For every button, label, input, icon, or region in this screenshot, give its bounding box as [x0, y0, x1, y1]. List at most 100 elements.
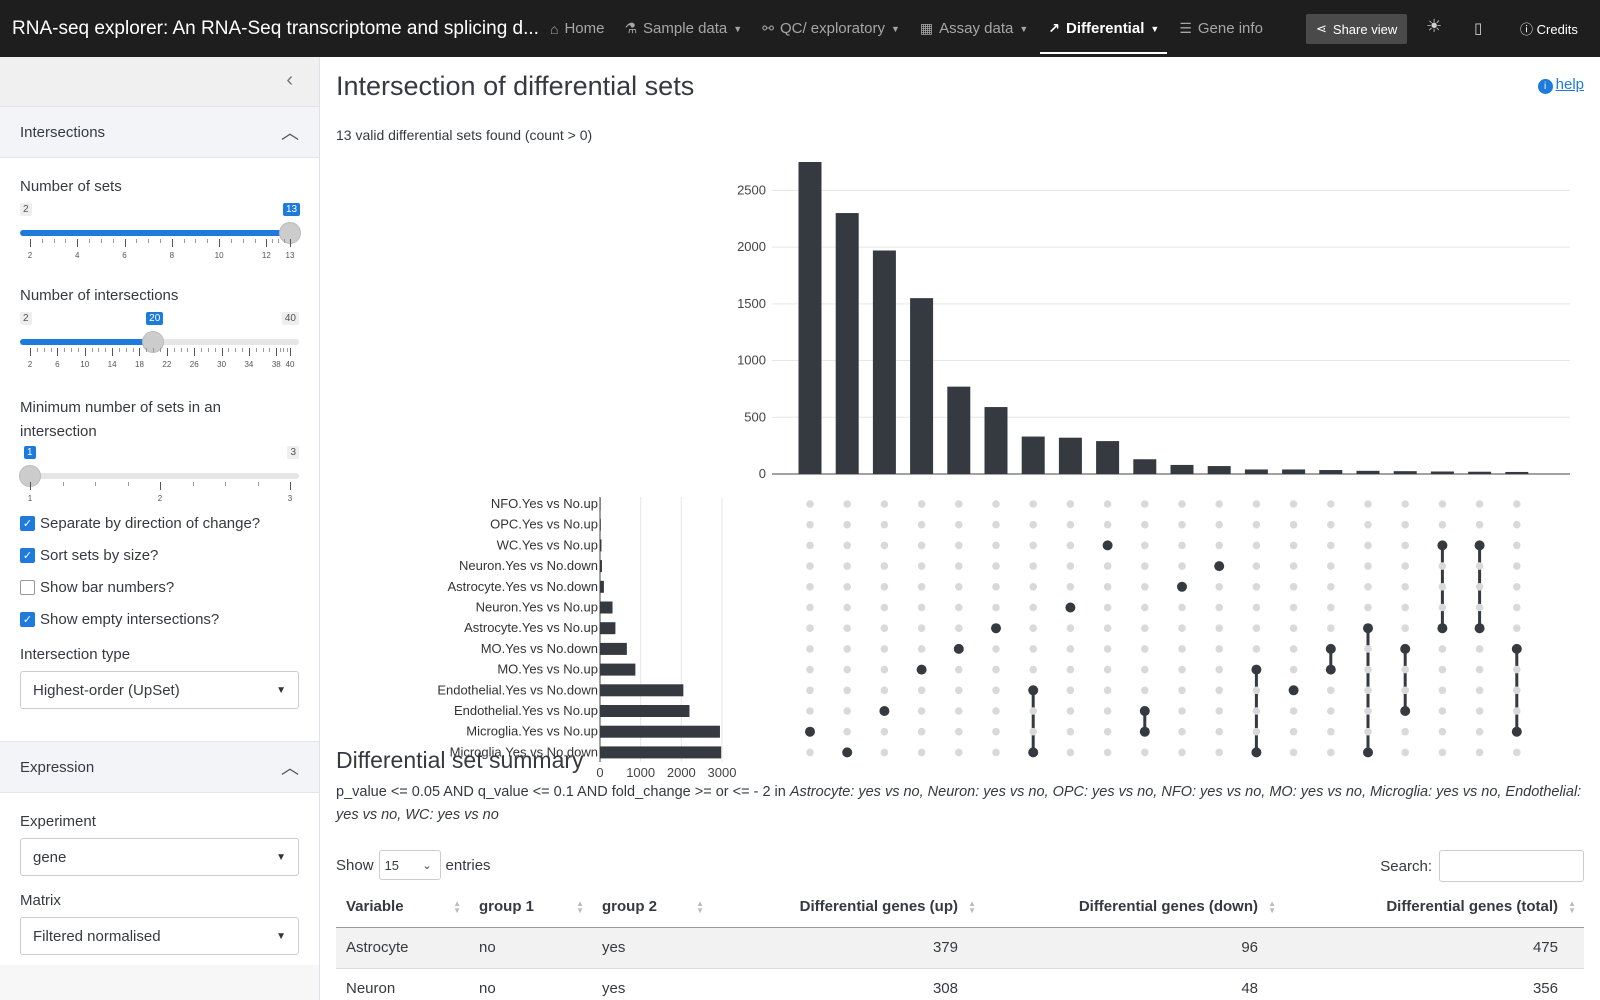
caret-down-icon: ▼ [276, 684, 286, 696]
nav-differential[interactable]: ↗ Differential ▼ [1038, 0, 1169, 57]
matrix-dot [955, 624, 963, 632]
slider-minor-tick [125, 348, 127, 352]
matrix-dot [1475, 520, 1484, 529]
experiment-select[interactable]: gene ▼ [20, 838, 299, 876]
matrix-dot [1029, 624, 1037, 632]
matrix-dot-active [1437, 540, 1448, 551]
slider-handle[interactable] [142, 331, 165, 353]
matrix-dot [1438, 707, 1447, 715]
sort-icon: ▲ ▼ [1268, 899, 1276, 915]
column-header-genes-up[interactable]: Differential genes (up) ▲ ▼ [712, 887, 984, 928]
share-view-button[interactable]: ⋖ Share view [1306, 14, 1408, 44]
matrix-dot [1364, 541, 1372, 550]
set-label: Endothelial.Yes vs No.down [437, 682, 598, 697]
intersection-bar [1244, 469, 1268, 474]
column-header-group-1[interactable]: group 1 ▲ ▼ [469, 887, 592, 928]
slider-minor-tick [53, 239, 55, 243]
matrix-dot [955, 603, 963, 612]
number-of-intersections-slider[interactable]: 2 40 20 2 6 10 14 18 22 26 30 34 38 40 [20, 304, 299, 386]
cell-group-1: no [469, 968, 592, 1000]
search-input[interactable] [1439, 850, 1584, 882]
help-link[interactable]: i help [1537, 76, 1584, 94]
slider-minor-tick [228, 348, 230, 352]
matrix-dot [1066, 727, 1075, 736]
slider-minor-tick [235, 348, 237, 352]
checkbox-box[interactable] [20, 579, 35, 595]
slider-tick-label: 3 [287, 494, 293, 503]
nav-home[interactable]: ⌂ Home [550, 20, 605, 37]
slider-minor-tick [105, 348, 107, 352]
matrix-select[interactable]: Filtered normalised ▼ [20, 917, 299, 955]
matrix-dot [1289, 583, 1298, 591]
entries-select[interactable]: 15 ⌄ [378, 850, 441, 880]
checkbox-box[interactable]: ✓ [20, 611, 35, 627]
column-header-genes-total[interactable]: Differential genes (total) ▲ ▼ [1284, 887, 1584, 928]
matrix-dot [843, 727, 851, 736]
slider-minor-tick [286, 348, 288, 352]
column-header-group-2[interactable]: group 2 ▲ ▼ [592, 887, 712, 928]
collapse-sidebar-chevron-left-icon[interactable]: ‹ [286, 69, 293, 91]
theme-toggle-sun-icon[interactable]: ☀ [1426, 16, 1443, 36]
matrix-dot [1401, 500, 1409, 508]
expression-section-header[interactable]: Expression ︿ [0, 741, 319, 793]
separate-direction-checkbox[interactable]: ✓ Separate by direction of change? [20, 512, 299, 534]
caret-down-icon: ▼ [276, 851, 286, 863]
slider-track[interactable] [20, 473, 299, 479]
matrix-dot [1438, 686, 1447, 695]
intersection-type-label: Intersection type [20, 646, 131, 663]
matrix-dot [880, 748, 889, 757]
matrix-dot [1289, 727, 1298, 736]
slider-tick-label: 14 [107, 360, 117, 369]
set-size-bar [600, 705, 690, 717]
slider-minor-tick [132, 348, 134, 352]
show-empty-intersections-checkbox[interactable]: ✓ Show empty intersections? [20, 608, 299, 630]
info-icon: i [1537, 79, 1553, 94]
checkbox-box[interactable]: ✓ [20, 515, 35, 531]
sidebar: ‹ Intersections ︿ Number of sets 2131324… [0, 57, 320, 1000]
nav-qc-exploratory[interactable]: ⚯ QC/ exploratory ▼ [762, 20, 900, 37]
matrix-dot [1513, 686, 1521, 695]
intersections-section-header[interactable]: Intersections ︿ [0, 106, 319, 158]
matrix-dot-active [991, 623, 1001, 634]
intersection-type-select[interactable]: Highest-order (UpSet) ▼ [20, 671, 299, 709]
set-size-bar [600, 518, 601, 531]
nav-sample-data[interactable]: ⚗ Sample data ▼ [624, 20, 743, 37]
matrix-dot [880, 541, 889, 550]
matrix-dot [1029, 665, 1037, 674]
matrix-dot [1252, 603, 1261, 612]
matrix-dot [843, 562, 851, 570]
slider-tick [84, 348, 86, 356]
show-bar-numbers-checkbox[interactable]: Show bar numbers? [20, 576, 299, 598]
matrix-dot [1103, 520, 1112, 529]
nav-gene-info[interactable]: ☰ Gene info [1179, 20, 1263, 37]
slider-tick [221, 348, 223, 356]
table-row[interactable]: Astrocyte no yes 379 96 475 [336, 927, 1584, 969]
intersection-bar [1319, 470, 1343, 474]
slider-ticks: 1 2 3 [28, 482, 293, 512]
matrix-dot [1141, 500, 1149, 508]
credits-link[interactable]: ⓘ Credits [1520, 22, 1578, 37]
table-row[interactable]: Neuron no yes 308 48 356 [336, 968, 1584, 1000]
slider-minor-tick [77, 348, 79, 352]
set-label: Microglia.Yes vs No.down [450, 744, 598, 759]
matrix-dot [1327, 748, 1335, 757]
matrix-dot [843, 645, 851, 653]
checkbox-box[interactable]: ✓ [20, 547, 35, 563]
minimum-sets-slider[interactable]: 131123 [19, 438, 299, 503]
column-header-genes-down[interactable]: Differential genes (down) ▲ ▼ [984, 887, 1284, 928]
slider-tick-label: 40 [285, 360, 295, 369]
matrix-dot [1141, 541, 1149, 550]
matrix-dot [1178, 748, 1186, 757]
nav-assay-data[interactable]: ▦ Assay data ▼ [919, 20, 1029, 37]
column-header-variable[interactable]: Variable ▲ ▼ [336, 887, 469, 928]
file-icon[interactable]: ▯ [1474, 20, 1483, 37]
sort-sets-checkbox[interactable]: ✓ Sort sets by size? [20, 544, 299, 566]
app-title[interactable]: RNA-seq explorer: An RNA-Seq transcripto… [12, 17, 539, 39]
slider-minor-tick [146, 348, 148, 352]
matrix-dot [992, 541, 1000, 550]
matrix-dot [1475, 562, 1484, 570]
intersection-bar [947, 386, 971, 474]
number-of-sets-slider[interactable]: 213132468101213 [20, 195, 301, 277]
matrix-dot [843, 624, 851, 632]
slider-max-label: 3 [287, 446, 299, 459]
